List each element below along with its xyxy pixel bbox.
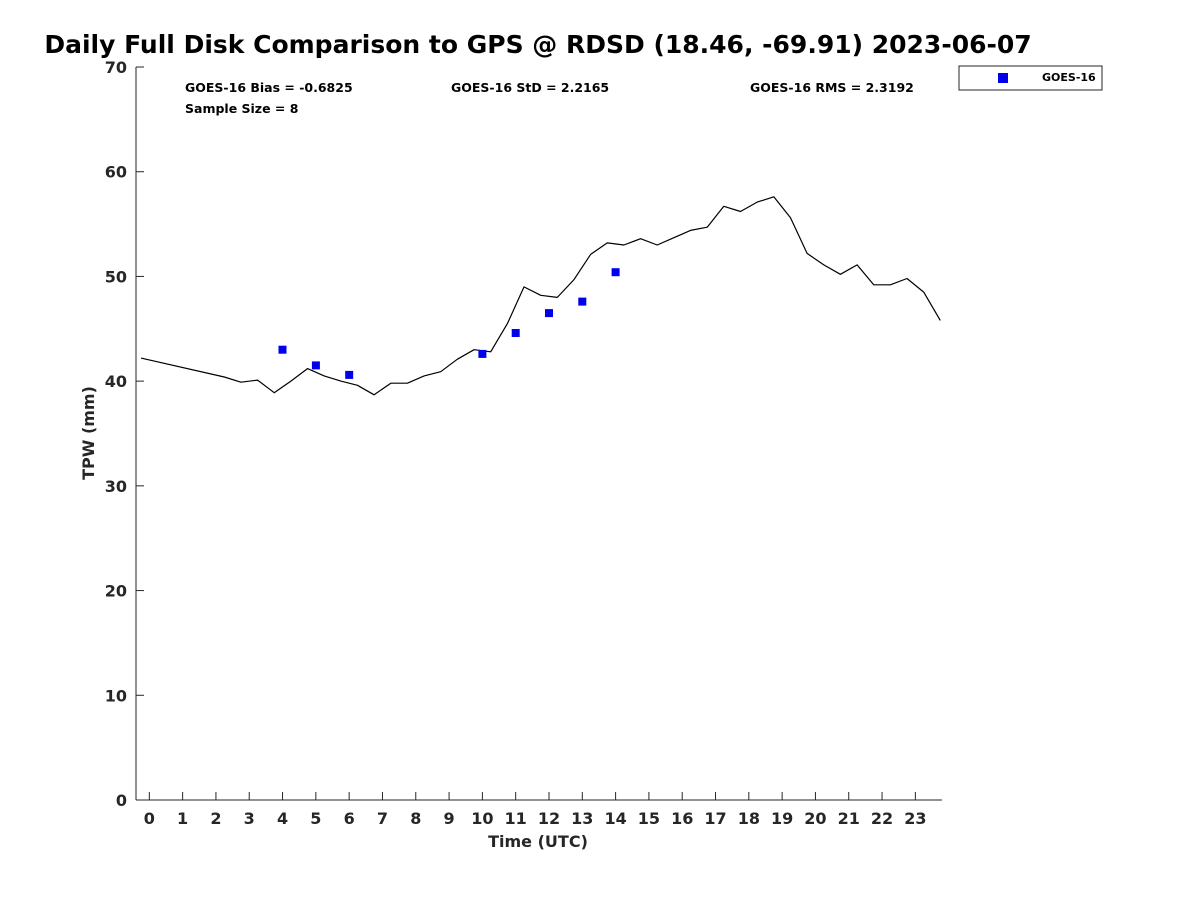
- x-tick-label: 8: [410, 809, 421, 828]
- y-tick-label: 70: [105, 58, 127, 77]
- x-tick-label: 12: [538, 809, 560, 828]
- x-ticks: 0 1 2 3 4 5 6 7 8 9 10 11 12 13 14 15 16 17 18 19 20 21 22 23: [144, 792, 926, 828]
- x-tick-label: 2: [210, 809, 221, 828]
- axes: [135, 67, 942, 801]
- y-tick-label: 20: [105, 582, 127, 601]
- goes16-point: [278, 345, 287, 354]
- y-ticks: 0 10 20 30 40 50 60 70: [105, 58, 144, 810]
- y-tick-label: 60: [105, 163, 127, 182]
- x-tick-label: 10: [471, 809, 493, 828]
- x-tick-label: 16: [671, 809, 693, 828]
- legend-box: [958, 65, 1103, 91]
- x-tick-label: 19: [771, 809, 793, 828]
- series-layer: [140, 196, 941, 396]
- rms-stat: GOES-16 RMS = 2.3192: [750, 80, 914, 95]
- goes16-point: [545, 309, 553, 318]
- bias-stat: GOES-16 Bias = -0.6825: [185, 80, 353, 95]
- goes16-point: [345, 370, 354, 379]
- x-tick-label: 3: [244, 809, 255, 828]
- legend-label: GOES-16: [1042, 71, 1096, 84]
- y-tick-label: 50: [105, 267, 127, 286]
- sample-size-stat: Sample Size = 8: [185, 101, 298, 116]
- x-tick-label: 9: [444, 809, 455, 828]
- y-tick-label: 0: [116, 791, 127, 810]
- x-tick-label: 6: [344, 809, 355, 828]
- y-tick-label: 30: [105, 477, 127, 496]
- chart-title: Daily Full Disk Comparison to GPS @ RDSD…: [44, 30, 1031, 59]
- legend-marker: [998, 73, 1008, 83]
- goes16-point: [578, 297, 587, 306]
- x-tick-label: 22: [871, 809, 893, 828]
- goes16-point: [311, 361, 320, 370]
- x-tick-label: 14: [604, 809, 626, 828]
- x-axis-label: Time (UTC): [488, 832, 588, 851]
- legend: GOES-16: [958, 65, 1103, 91]
- x-tick-label: 13: [571, 809, 593, 828]
- gps-tpw-line: [140, 196, 941, 396]
- goes16-point: [611, 268, 620, 277]
- x-tick-label: 7: [377, 809, 388, 828]
- std-stat: GOES-16 StD = 2.2165: [451, 80, 609, 95]
- x-tick-label: 21: [838, 809, 860, 828]
- x-tick-label: 15: [638, 809, 660, 828]
- goes16-point: [511, 329, 520, 337]
- goes16-point: [478, 349, 487, 358]
- x-tick-label: 1: [177, 809, 188, 828]
- y-tick-label: 10: [105, 686, 127, 705]
- x-tick-label: 5: [310, 809, 321, 828]
- y-tick-label: 40: [105, 372, 127, 391]
- y-axis-label: TPW (mm): [79, 386, 98, 480]
- x-tick-label: 17: [704, 809, 726, 828]
- x-tick-label: 18: [738, 809, 760, 828]
- x-tick-label: 20: [804, 809, 826, 828]
- x-tick-label: 23: [904, 809, 926, 828]
- x-tick-label: 4: [277, 809, 288, 828]
- x-tick-label: 11: [505, 809, 527, 828]
- x-tick-label: 0: [144, 809, 155, 828]
